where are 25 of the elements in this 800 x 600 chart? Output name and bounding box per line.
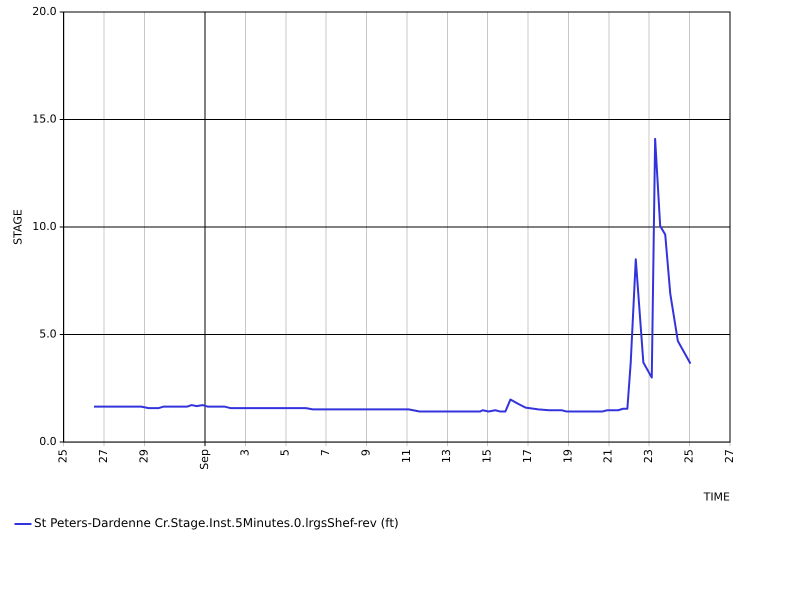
x-tick-label: 27 — [96, 449, 110, 464]
x-tick-label: 25 — [682, 449, 696, 464]
x-tick-label: 23 — [642, 449, 656, 464]
x-tick-label: Sep — [198, 449, 211, 470]
x-tick-label: 21 — [602, 449, 615, 464]
x-tick-label: 11 — [400, 449, 413, 464]
x-tick-label: 3 — [238, 449, 252, 456]
y-tick-label: 5.0 — [39, 327, 57, 340]
x-tick-label: 25 — [56, 449, 70, 464]
x-tick-label: 29 — [137, 449, 150, 464]
x-tick-label: 7 — [319, 449, 332, 456]
x-tick-label: 15 — [480, 449, 494, 464]
x-tick-label: 5 — [278, 449, 292, 456]
x-tick-label: 17 — [520, 449, 534, 464]
x-axis-title: TIME — [702, 490, 730, 504]
x-tick-label: 13 — [440, 449, 454, 464]
x-tick-label: 19 — [561, 449, 574, 464]
y-tick-label: 10.0 — [32, 220, 57, 233]
y-axis-title: STAGE — [11, 209, 24, 245]
y-tick-label: 20.0 — [32, 4, 57, 18]
y-tick-label: 0.0 — [39, 434, 57, 448]
legend-label: St Peters-Dardenne Cr.Stage.Inst.5Minutes.0.lrgsShef-rev (ft) — [34, 516, 399, 530]
y-tick-label: 15.0 — [32, 112, 57, 126]
x-tick-label: 27 — [722, 449, 736, 464]
x-tick-label: 9 — [359, 449, 372, 456]
